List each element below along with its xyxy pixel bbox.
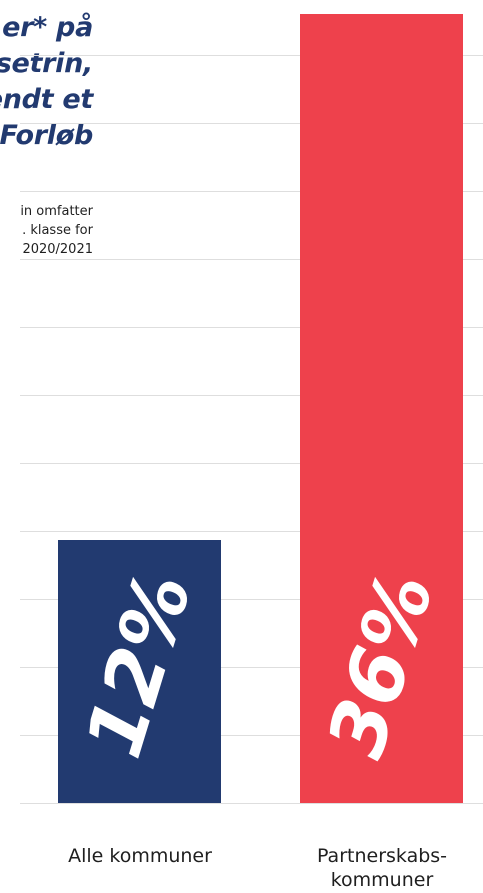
- bar: [300, 14, 463, 803]
- chart-title-line: er* på: [2, 12, 93, 43]
- chart-footnote-line: . klasse for: [22, 223, 93, 238]
- chart-title-line: Forløb: [0, 120, 93, 151]
- chart-title: er* på setrin, endt et Forløb: [0, 10, 93, 154]
- bar: [58, 540, 221, 803]
- chart-footnote: in omfatter . klasse for 2020/2021: [0, 202, 93, 259]
- chart-footnote-line: 2020/2021: [22, 242, 93, 257]
- category-label: Alle kommuner: [68, 845, 212, 867]
- category-label: kommuner: [331, 869, 434, 891]
- category-label: Partnerskabs-: [317, 845, 447, 867]
- chart-title-line: endt et: [0, 84, 93, 115]
- chart-footnote-line: in omfatter: [20, 204, 93, 219]
- chart-title-line: setrin,: [0, 48, 93, 79]
